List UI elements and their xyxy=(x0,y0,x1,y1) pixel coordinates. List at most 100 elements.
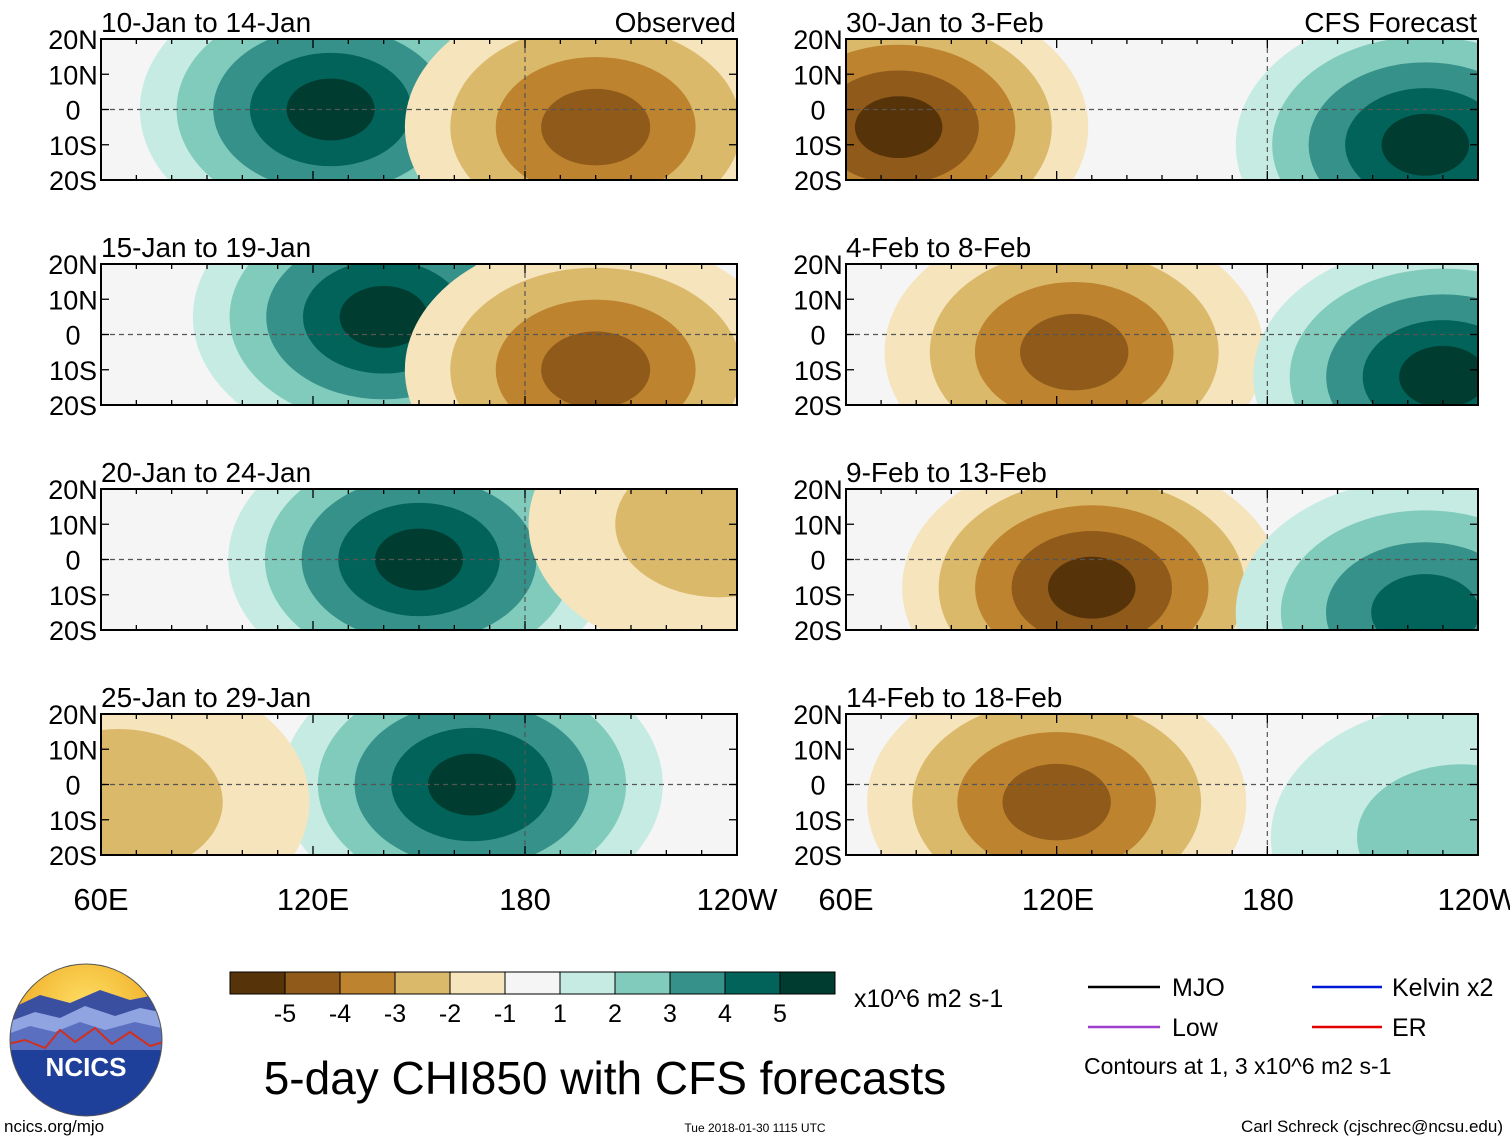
lat-tick-label: 20N xyxy=(48,25,98,55)
anomaly-field xyxy=(139,39,737,180)
anomaly-field xyxy=(228,489,737,630)
legend-label: MJO xyxy=(1172,974,1225,1002)
colorbar-swatch xyxy=(614,971,671,995)
panel-period: 14-Feb to 18-Feb xyxy=(846,682,1062,713)
colorbar-label: -4 xyxy=(329,1000,351,1028)
lat-tick-label: 20S xyxy=(794,166,842,196)
legend-label: Low xyxy=(1172,1014,1219,1042)
ncics-logo: NCICS xyxy=(9,963,163,1117)
legend: MJO Kelvin x2 Low ER Contours at 1, 3 x1… xyxy=(1084,974,1493,1079)
lat-tick-label: 0 xyxy=(810,96,825,126)
map-panel: 20N 10N 0 10S 20S 15-Jan to 19-Jan xyxy=(48,232,738,421)
colorbar-label: 2 xyxy=(608,1000,622,1028)
anomaly-contour-level xyxy=(854,96,943,159)
anomaly-contour-level xyxy=(1357,764,1478,855)
lat-tick-label: 0 xyxy=(65,771,80,801)
lat-tick-label: 10N xyxy=(793,510,843,540)
map-panel: 20N 10N 0 10S 20S 30-Jan to 3-Feb CFS Forecast xyxy=(793,7,1479,196)
lon-axis-left: 60E 120E 180 120W xyxy=(73,882,778,917)
lat-tick-label: 10S xyxy=(49,581,97,611)
lon-tick: 120E xyxy=(277,882,349,917)
contour-note: Contours at 1, 3 x10^6 m2 s-1 xyxy=(1084,1053,1391,1079)
lat-tick-label: 10S xyxy=(794,581,842,611)
lat-tick-label: 10N xyxy=(793,285,843,315)
lat-tick-label: 10S xyxy=(794,131,842,161)
lat-tick-label: 10N xyxy=(48,510,98,540)
lat-tick-label: 10N xyxy=(48,735,98,765)
lat-tick-label: 20N xyxy=(48,475,98,505)
logo-text: NCICS xyxy=(46,1052,127,1082)
lat-tick-label: 20S xyxy=(49,616,97,646)
lat-tick-label: 10S xyxy=(794,806,842,836)
anomaly-contour-level xyxy=(1381,113,1470,176)
lat-tick-label: 10N xyxy=(48,285,98,315)
lat-tick-label: 0 xyxy=(810,771,825,801)
panel-period: 4-Feb to 8-Feb xyxy=(846,232,1031,263)
colorbar-label: 1 xyxy=(553,1000,567,1028)
anomaly-contour-level xyxy=(541,88,651,166)
lat-tick-label: 10S xyxy=(49,806,97,836)
anomaly-contour-level xyxy=(339,285,428,348)
colorbar-swatch xyxy=(394,971,451,995)
legend-label: Kelvin x2 xyxy=(1392,974,1493,1002)
colorbar-label: -2 xyxy=(439,1000,461,1028)
lat-tick-label: 20S xyxy=(794,616,842,646)
anomaly-contour-level xyxy=(1371,574,1478,630)
anomaly-contour-level xyxy=(615,489,737,598)
lat-tick-label: 10S xyxy=(49,356,97,386)
lat-tick-label: 10S xyxy=(794,356,842,386)
units-label: x10^6 m2 s-1 xyxy=(854,985,1003,1013)
panel-period: 20-Jan to 24-Jan xyxy=(101,457,311,488)
lat-tick-label: 0 xyxy=(65,321,80,351)
panel-label: CFS Forecast xyxy=(1304,7,1477,38)
panel-period: 25-Jan to 29-Jan xyxy=(101,682,311,713)
colorbar-swatch xyxy=(724,971,781,995)
lat-tick-label: 20N xyxy=(793,25,843,55)
lat-tick-label: 10S xyxy=(49,131,97,161)
colorbar-swatch xyxy=(284,971,341,995)
colorbar-swatch xyxy=(779,971,836,995)
panel-period: 9-Feb to 13-Feb xyxy=(846,457,1047,488)
map-panel: 20N 10N 0 10S 20S 20-Jan to 24-Jan xyxy=(48,457,738,646)
lon-tick: 120W xyxy=(697,882,779,917)
colorbar-swatch xyxy=(339,971,396,995)
lon-tick: 120E xyxy=(1022,882,1094,917)
lat-tick-label: 10N xyxy=(793,60,843,90)
website-link[interactable]: ncics.org/mjo xyxy=(4,1117,104,1136)
colorbar-label: 4 xyxy=(718,1000,732,1028)
lon-tick: 120W xyxy=(1438,882,1510,917)
figure-title: 5-day CHI850 with CFS forecasts xyxy=(264,1052,947,1104)
map-panel: 20N 10N 0 10S 20S 14-Feb to 18-Feb xyxy=(793,682,1479,871)
anomaly-contour-level xyxy=(101,729,223,855)
colorbar-label: -1 xyxy=(494,1000,516,1028)
lat-tick-label: 0 xyxy=(810,546,825,576)
anomaly-contour-level xyxy=(1399,345,1478,405)
lat-tick-label: 0 xyxy=(65,96,80,126)
lon-tick: 60E xyxy=(818,882,873,917)
panel-period: 15-Jan to 19-Jan xyxy=(101,232,311,263)
lat-tick-label: 10N xyxy=(793,735,843,765)
colorbar-swatch xyxy=(669,971,726,995)
lat-tick-label: 20N xyxy=(48,700,98,730)
colorbar-label: 5 xyxy=(773,1000,787,1028)
anomaly-contour-level xyxy=(541,331,651,405)
lat-tick-label: 20S xyxy=(49,391,97,421)
panel-period: 30-Jan to 3-Feb xyxy=(846,7,1044,38)
map-panel: 20N 10N 0 10S 20S 4-Feb to 8-Feb xyxy=(793,232,1479,421)
lat-tick-label: 20N xyxy=(793,475,843,505)
lat-tick-label: 20S xyxy=(49,166,97,196)
lon-tick: 180 xyxy=(499,882,551,917)
lat-tick-label: 20N xyxy=(48,250,98,280)
lat-tick-label: 20S xyxy=(794,391,842,421)
lat-tick-label: 0 xyxy=(65,546,80,576)
colorbar-swatch xyxy=(449,971,506,995)
map-panel: 20N 10N 0 10S 20S 9-Feb to 13-Feb xyxy=(793,457,1479,646)
map-panel: 20N 10N 0 10S 20S 25-Jan to 29-Jan xyxy=(48,682,738,871)
timestamp: Tue 2018-01-30 1115 UTC xyxy=(684,1121,826,1135)
colorbar: -5 -4 -3 -2 -1 1 2 3 4 5 xyxy=(229,971,836,1028)
panel-period: 10-Jan to 14-Jan xyxy=(101,7,311,38)
lat-tick-label: 20N xyxy=(793,250,843,280)
anomaly-contour-level xyxy=(1048,556,1136,619)
